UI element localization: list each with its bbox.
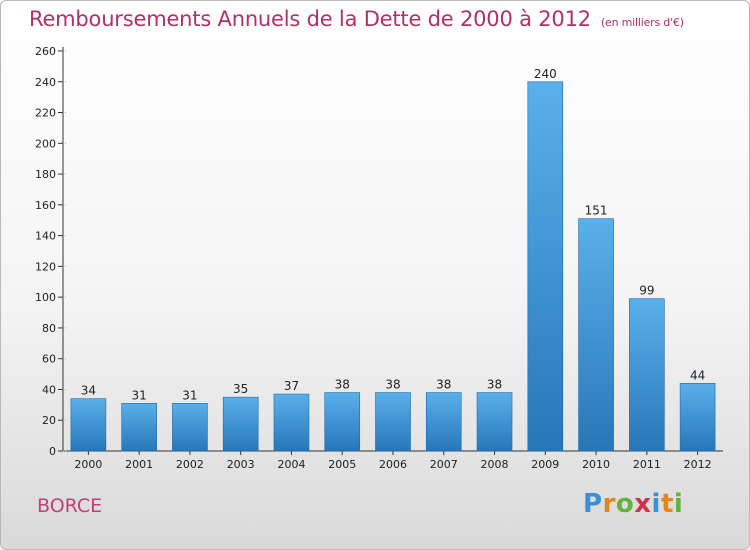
bar-2012 — [679, 383, 716, 452]
y-tick-label: 240 — [35, 76, 56, 89]
bar-2001 — [121, 403, 157, 452]
data-label-2005: 38 — [335, 378, 350, 392]
x-tick-label-2007: 2007 — [430, 458, 458, 471]
x-tick-label-2008: 2008 — [481, 458, 509, 471]
y-tick-label: 220 — [35, 107, 56, 120]
y-tick-label: 40 — [42, 383, 56, 396]
data-label-2006: 38 — [385, 378, 400, 392]
data-label-2003: 35 — [233, 382, 248, 396]
bar-2004 — [273, 393, 310, 452]
x-tick-label-2000: 2000 — [74, 458, 102, 471]
y-tick-label: 140 — [35, 230, 56, 243]
logo-letter: x — [634, 489, 652, 519]
bar-2003 — [222, 396, 259, 452]
x-tick-label-2010: 2010 — [582, 458, 610, 471]
bars — [70, 81, 716, 452]
x-tick-label-2005: 2005 — [328, 458, 356, 471]
bar-2000 — [70, 398, 107, 452]
labels: 34 2000 31 2001 31 2002 35 2003 37 2004 38 2005 38 20… — [74, 67, 711, 471]
data-label-2012: 44 — [690, 368, 705, 382]
data-label-2011: 99 — [639, 284, 654, 298]
bar-2007 — [425, 392, 462, 452]
chart-title: Remboursements Annuels de la Dette de 20… — [29, 7, 684, 31]
chart-unit-subtitle: (en milliers d'€) — [600, 16, 684, 29]
y-tick-label: 160 — [35, 199, 56, 212]
data-label-2007: 38 — [436, 378, 451, 392]
y-tick-label: 0 — [49, 445, 56, 458]
x-tick-label-2006: 2006 — [379, 458, 407, 471]
data-label-2001: 31 — [132, 388, 147, 402]
data-label-2004: 37 — [284, 379, 299, 393]
logo-letter: t — [660, 489, 674, 519]
logo-letter: o — [615, 489, 635, 519]
x-tick-label-2003: 2003 — [227, 458, 255, 471]
logo-letter: i — [651, 489, 661, 519]
data-label-2010: 151 — [585, 204, 608, 218]
bar-2009 — [527, 81, 564, 452]
logo-letter: i — [673, 489, 684, 519]
data-label-2008: 38 — [487, 378, 502, 392]
data-label-2009: 240 — [534, 67, 557, 81]
y-tick-label: 60 — [42, 353, 56, 366]
bar-2008 — [476, 392, 513, 452]
y-tick-label: 180 — [35, 168, 56, 181]
x-tick-label-2011: 2011 — [633, 458, 661, 471]
data-label-2000: 34 — [81, 384, 96, 398]
y-tick-label: 20 — [42, 414, 56, 427]
place-name: BORCE — [37, 495, 103, 517]
y-tick-label: 200 — [35, 137, 56, 150]
bar-2010 — [578, 218, 614, 452]
x-tick-label-2001: 2001 — [125, 458, 153, 471]
y-tick-label: 80 — [42, 322, 56, 335]
y-tick-label: 260 — [35, 45, 56, 58]
y-tick-label: 100 — [35, 291, 56, 304]
data-label-2002: 31 — [182, 388, 197, 402]
y-tick-label: 120 — [35, 260, 56, 273]
logo-letter: P — [583, 489, 603, 519]
x-tick-label-2012: 2012 — [684, 458, 712, 471]
bar-2005 — [324, 392, 361, 452]
proxiti-logo[interactable]: Proxiti — [583, 489, 683, 519]
x-tick-label-2009: 2009 — [531, 458, 559, 471]
x-tick-label-2004: 2004 — [277, 458, 305, 471]
axes: 0 20 40 60 80 100 120 140 160 180 200 220 240 260 — [35, 45, 723, 458]
bar-2011 — [629, 298, 665, 452]
logo-letter: r — [602, 489, 616, 519]
x-tick-label-2002: 2002 — [176, 458, 204, 471]
chart-title-text: Remboursements Annuels de la Dette de 20… — [29, 7, 591, 31]
bar-2006 — [375, 392, 411, 452]
bar-2002 — [172, 403, 208, 452]
